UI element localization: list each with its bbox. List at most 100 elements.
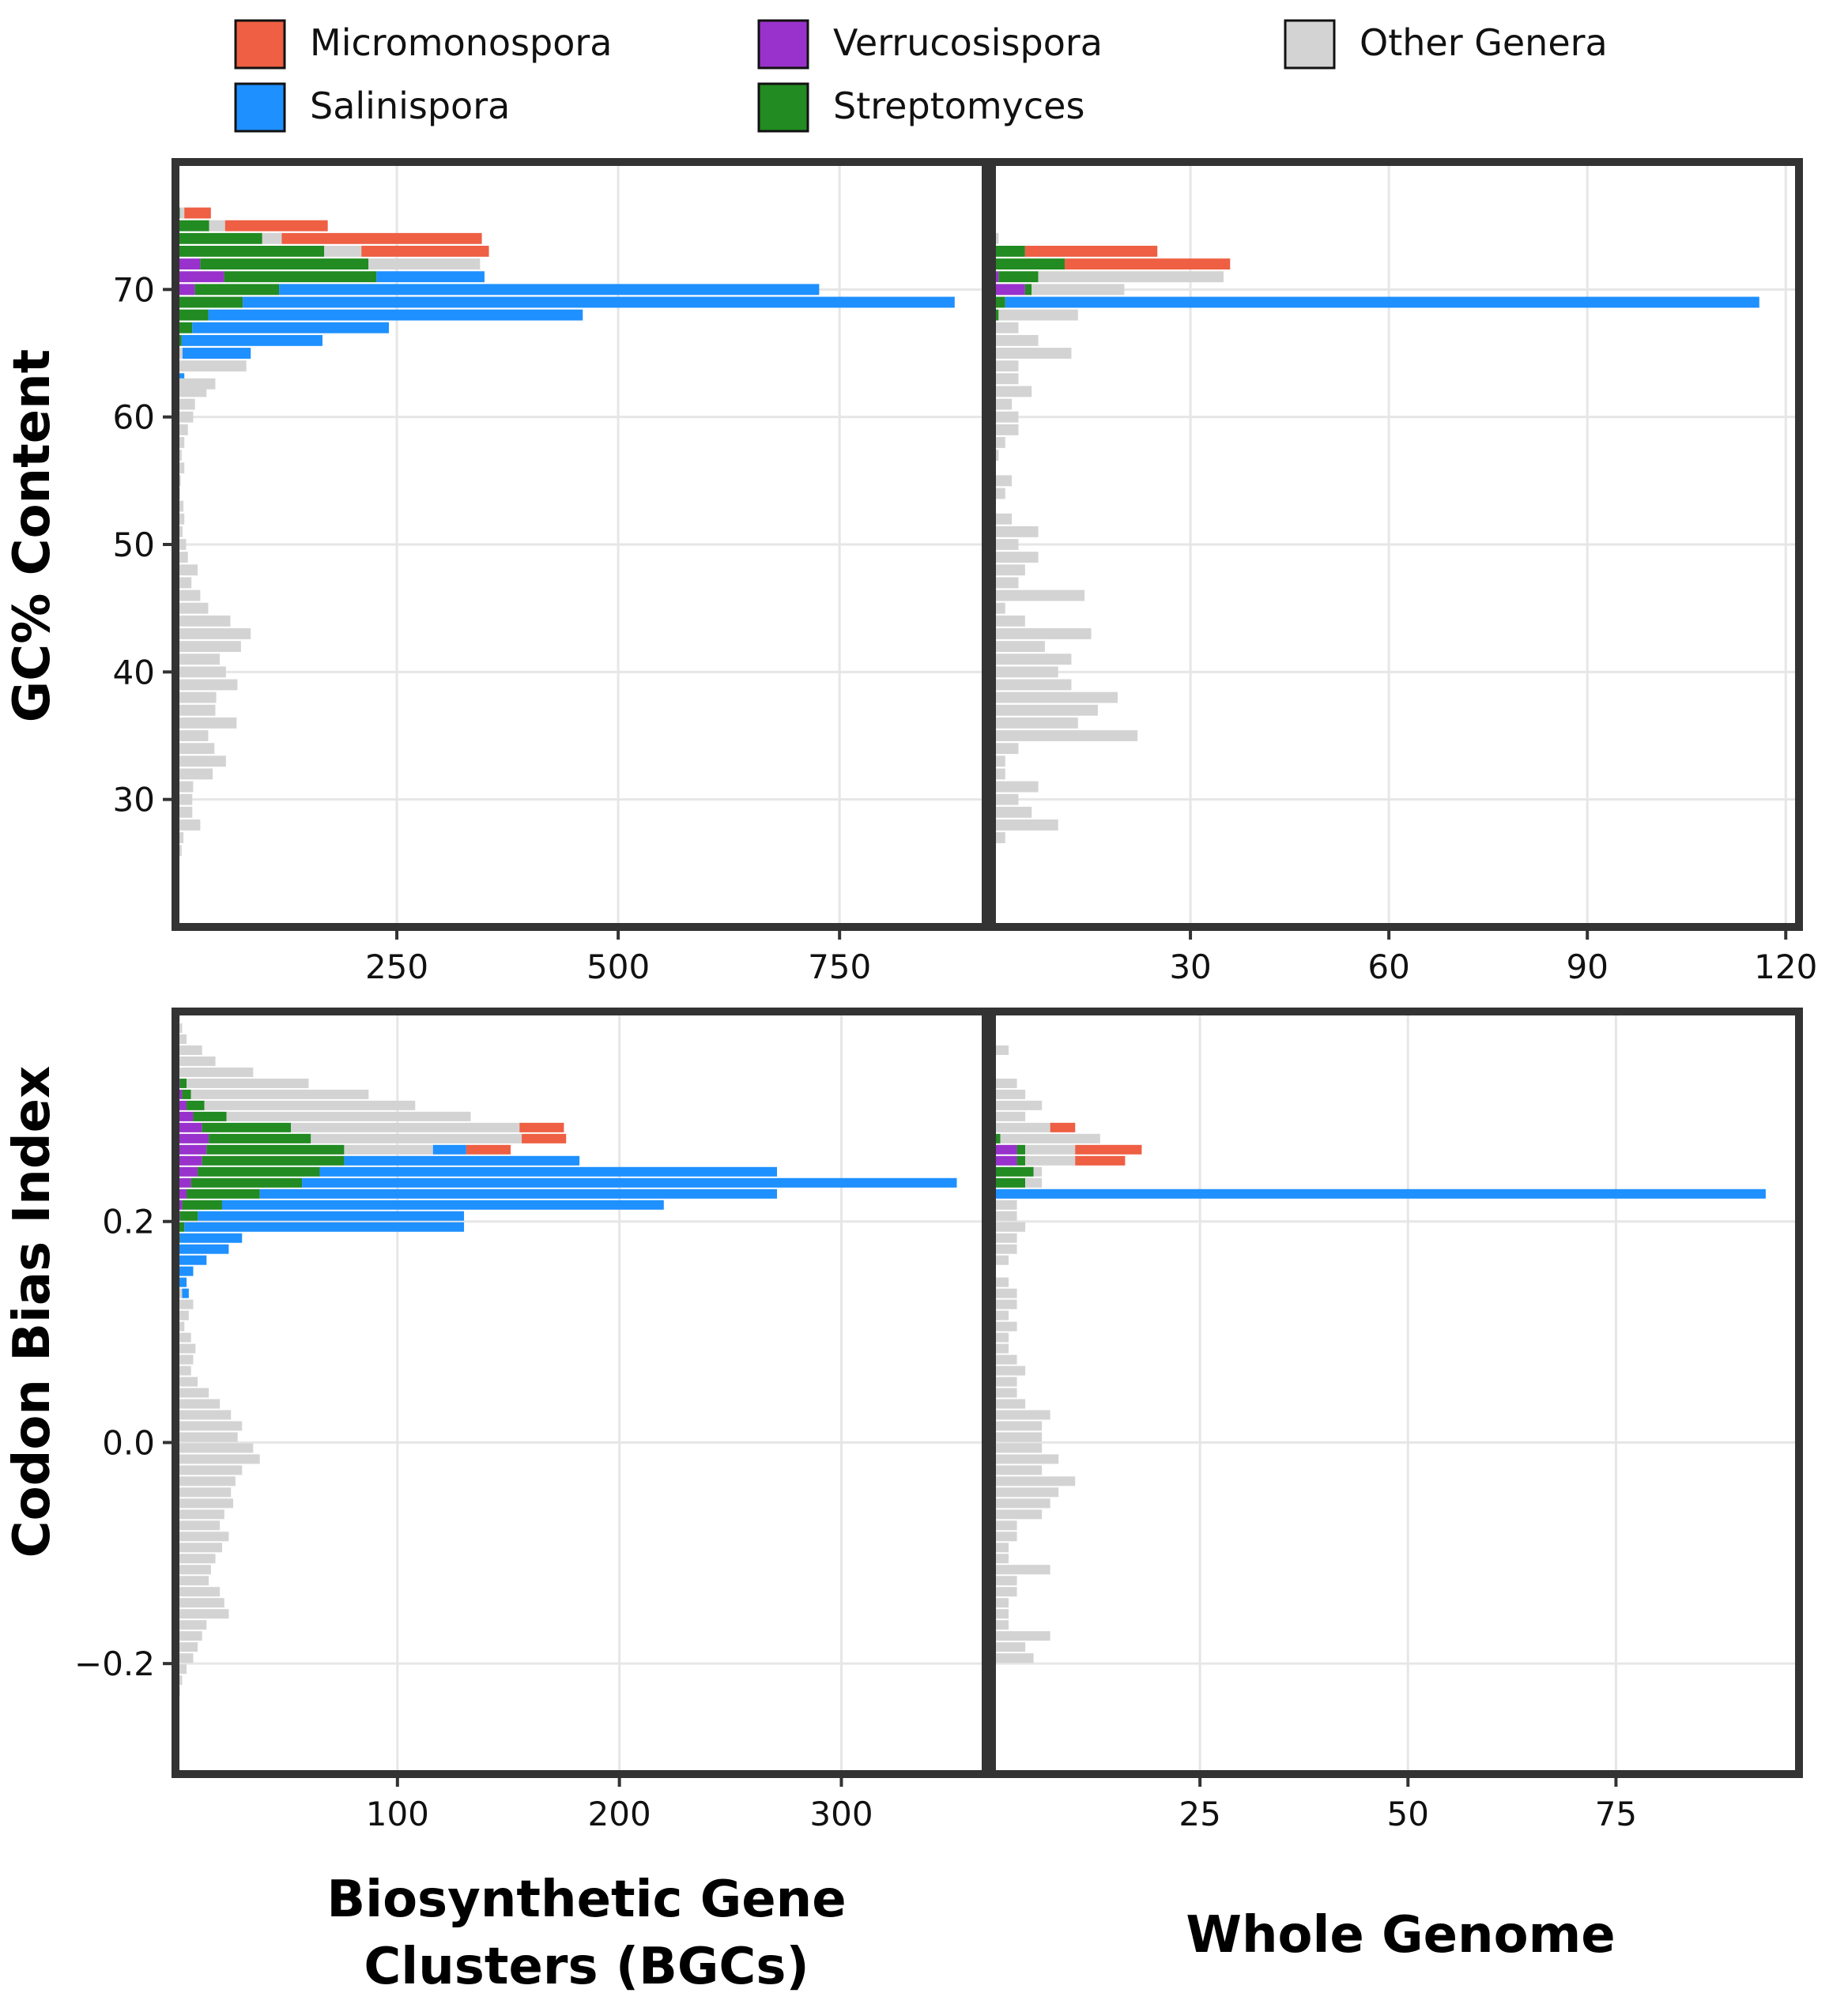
bar-micromonospora: [1065, 258, 1231, 270]
legend-label-streptomyces: Streptomyces: [833, 85, 1084, 127]
bar-other-genera: [992, 1631, 1050, 1641]
bar-verrucosispora: [992, 1144, 1017, 1155]
bar-other-genera: [992, 513, 1013, 525]
bar-other-genera: [175, 1642, 198, 1652]
bar-other-genera: [175, 513, 185, 525]
bar-micromonospora: [361, 245, 489, 257]
y-tick-label: 60: [113, 398, 155, 437]
bar-other-genera: [992, 1543, 1009, 1553]
bar-other-genera: [1000, 1133, 1100, 1143]
bar-other-genera: [1033, 1166, 1043, 1177]
bar-other-genera: [992, 1587, 1017, 1597]
bar-other-genera: [175, 1045, 202, 1055]
bar-other-genera: [175, 1432, 238, 1442]
bar-other-genera: [992, 1211, 1017, 1221]
legend-label-other-genera: Other Genera: [1360, 21, 1608, 64]
bar-other-genera: [175, 793, 193, 805]
bar-salinispora: [179, 1233, 243, 1243]
bar-other-genera: [175, 1520, 221, 1531]
bar-other-genera: [175, 1354, 194, 1365]
bar-other-genera: [262, 232, 282, 244]
bar-micromonospora: [1075, 1144, 1142, 1155]
bar-other-genera: [992, 1476, 1076, 1486]
x-tick-label: 50: [1387, 1795, 1429, 1833]
bar-salinispora: [1005, 296, 1759, 308]
bar-other-genera: [992, 1498, 1050, 1509]
bar-streptomyces: [209, 1133, 311, 1143]
panel-frame: [988, 158, 1803, 931]
bar-other-genera: [175, 411, 194, 423]
bar-streptomyces: [175, 232, 262, 244]
bar-streptomyces: [175, 245, 325, 257]
bar-other-genera: [1031, 284, 1125, 296]
bar-other-genera: [175, 462, 185, 474]
bar-other-genera: [992, 1565, 1050, 1575]
bar-other-genera: [992, 398, 1013, 410]
bar-other-genera: [992, 1465, 1043, 1475]
bar-salinispora: [992, 1189, 1766, 1199]
bar-other-genera: [992, 348, 1072, 359]
bar-other-genera: [175, 1056, 216, 1066]
legend-label-micromonospora: Micromonospora: [310, 21, 612, 64]
bar-other-genera: [992, 1642, 1026, 1652]
bar-verrucosispora: [175, 1133, 209, 1143]
bar-salinispora: [319, 1166, 778, 1177]
bar-streptomyces: [193, 1111, 227, 1121]
bar-other-genera: [175, 1343, 196, 1354]
bar-other-genera: [1038, 271, 1224, 283]
legend-swatch-streptomyces: [757, 82, 809, 133]
bar-salinispora: [198, 1211, 465, 1221]
bar-other-genera: [992, 1432, 1043, 1442]
y-tick-label: 50: [113, 526, 155, 564]
x-axis-title-bgc-line1: Biosynthetic Gene: [326, 1870, 846, 1929]
bar-other-genera: [175, 1620, 207, 1630]
bar-other-genera: [175, 627, 251, 639]
bar-streptomyces: [1016, 1155, 1026, 1166]
bar-other-genera: [992, 1487, 1059, 1498]
bar-streptomyces: [175, 1222, 185, 1232]
bar-other-genera: [175, 1598, 224, 1608]
bar-other-genera: [992, 781, 1039, 793]
bar-micromonospora: [1050, 1122, 1076, 1132]
bar-other-genera: [992, 806, 1032, 818]
legend-swatch-verrucosispora: [757, 19, 809, 70]
bar-other-genera: [992, 577, 1019, 589]
bar-salinispora: [175, 1266, 194, 1276]
bar-other-genera: [175, 1498, 234, 1509]
bar-streptomyces: [187, 1100, 205, 1110]
bar-other-genera: [175, 1067, 254, 1077]
bar-other-genera: [175, 679, 238, 691]
bar-salinispora: [432, 1144, 466, 1155]
bar-other-genera: [204, 1100, 416, 1110]
bar-salinispora: [259, 1189, 778, 1199]
bar-streptomyces: [182, 1200, 222, 1210]
bar-other-genera: [992, 1288, 1017, 1298]
bar-other-genera: [175, 832, 184, 844]
bar-other-genera: [1025, 1177, 1043, 1188]
x-tick-label: 300: [809, 1795, 873, 1833]
bar-other-genera: [175, 666, 226, 678]
bar-other-genera: [175, 654, 221, 665]
bar-salinispora: [302, 1177, 957, 1188]
bar-other-genera: [992, 1255, 1009, 1265]
bar-other-genera: [175, 1631, 202, 1641]
legend-swatch-micromonospora: [234, 19, 286, 70]
bar-other-genera: [226, 1111, 471, 1121]
bar-other-genera: [992, 1653, 1034, 1663]
bar-other-genera: [175, 1531, 229, 1542]
bar-other-genera: [992, 424, 1019, 435]
bar-other-genera: [992, 1332, 1009, 1343]
bar-verrucosispora: [175, 1155, 202, 1166]
y-axis-title-gc: GC% Content: [3, 349, 62, 723]
bar-verrucosispora: [992, 284, 1025, 296]
y-axis-title-codon: Codon Bias Index: [3, 1066, 62, 1558]
bar-other-genera: [992, 1277, 1009, 1287]
bar-salinispora: [175, 1244, 229, 1254]
bar-other-genera: [992, 1520, 1017, 1531]
bar-streptomyces: [200, 258, 369, 270]
bar-streptomyces: [1016, 1144, 1026, 1155]
bar-other-genera: [992, 1111, 1026, 1121]
bar-other-genera: [992, 1377, 1017, 1387]
bar-other-genera: [992, 691, 1118, 703]
